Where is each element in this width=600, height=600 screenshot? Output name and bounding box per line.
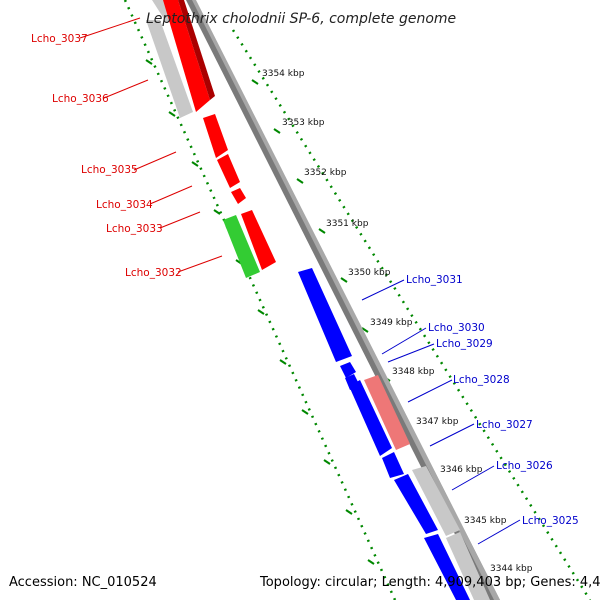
- inner-major-ticks: [145, 59, 375, 565]
- gene-lcho-3035b: [217, 154, 240, 188]
- gene-label: Lcho_3034: [96, 199, 153, 211]
- kbp-label: 3350 kbp: [348, 268, 391, 278]
- genome-summary-text: Topology: circular; Length: 4,909,403 bp…: [259, 575, 600, 590]
- gene-lcho-3035: [203, 114, 228, 158]
- gene-lcho-3033: [241, 210, 276, 270]
- kbp-label: 3354 kbp: [262, 69, 305, 79]
- map-title: Leptothrix cholodnii SP-6, complete geno…: [146, 11, 456, 27]
- gene-label: Lcho_3037: [31, 33, 88, 45]
- left-gene-labels: Lcho_3037 Lcho_3036 Lcho_3035 Lcho_3034 …: [31, 33, 182, 279]
- right-gene-labels: Lcho_3031 Lcho_3030 Lcho_3029 Lcho_3028 …: [406, 274, 579, 527]
- gene-label: Lcho_3035: [81, 164, 138, 176]
- gene-label: Lcho_3030: [428, 322, 485, 334]
- reverse-strand-features: [298, 268, 490, 600]
- gene-lcho-3026-pseudo: [412, 466, 460, 536]
- kbp-label: 3353 kbp: [282, 118, 325, 128]
- gene-label: Lcho_3032: [125, 267, 182, 279]
- gene-lcho-3037-cds: [163, 0, 210, 112]
- gene-lcho-3032-rna: [223, 215, 260, 278]
- kbp-label: 3351 kbp: [326, 219, 369, 229]
- kbp-label: 3347 kbp: [416, 417, 459, 427]
- kbp-label: 3348 kbp: [392, 367, 435, 377]
- kbp-label: 3344 kbp: [490, 564, 533, 574]
- gene-lcho-3026: [394, 474, 438, 534]
- kbp-labels: 3354 kbp 3353 kbp 3352 kbp 3351 kbp 3350…: [262, 69, 533, 574]
- gene-label: Lcho_3033: [106, 223, 163, 235]
- inner-tick-ruler: [123, 0, 397, 600]
- accession-text: Accession: NC_010524: [9, 575, 157, 590]
- kbp-label: 3345 kbp: [464, 516, 507, 526]
- gene-label: Lcho_3036: [52, 93, 109, 105]
- outer-tick-ruler: [231, 29, 592, 600]
- gene-lcho-3027: [382, 452, 404, 478]
- gene-lcho-3034: [231, 188, 246, 204]
- gene-label: Lcho_3026: [496, 460, 553, 472]
- gene-label: Lcho_3028: [453, 374, 510, 386]
- gene-lcho-3028-rna: [364, 375, 410, 450]
- gene-label: Lcho_3029: [436, 338, 493, 350]
- kbp-label: 3349 kbp: [370, 318, 413, 328]
- gene-lcho-3030: [340, 362, 356, 378]
- forward-strand-features: [146, 0, 276, 278]
- gene-lcho-3025-pseudo: [446, 532, 490, 600]
- kbp-label: 3352 kbp: [304, 168, 347, 178]
- right-leader-lines: [361, 279, 521, 545]
- gene-label: Lcho_3025: [522, 515, 579, 527]
- gene-lcho-3031: [298, 268, 352, 362]
- gene-lcho-3028: [349, 380, 392, 456]
- kbp-label: 3346 kbp: [440, 465, 483, 475]
- genome-backbone: [186, 0, 500, 600]
- gene-label: Lcho_3031: [406, 274, 463, 286]
- gene-label: Lcho_3027: [476, 419, 533, 431]
- left-leader-lines: [79, 17, 223, 273]
- gene-lcho-3025: [424, 534, 470, 600]
- gene-lcho-3036-pseudo: [146, 20, 193, 118]
